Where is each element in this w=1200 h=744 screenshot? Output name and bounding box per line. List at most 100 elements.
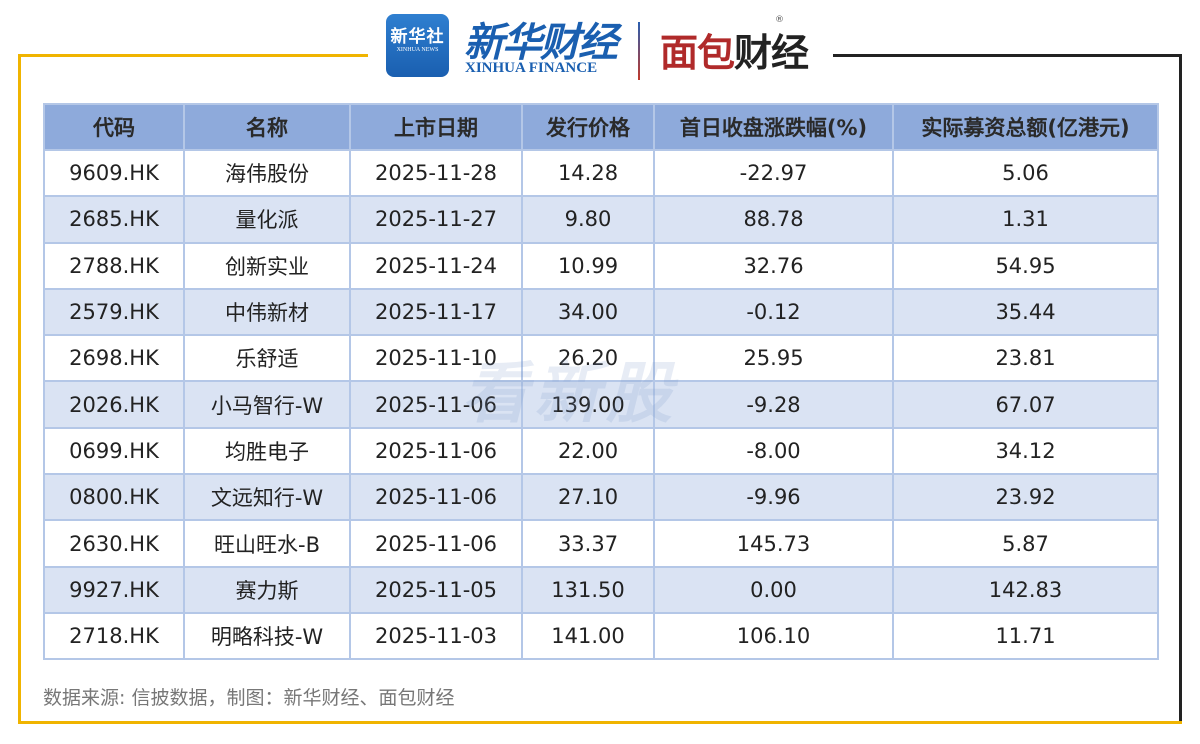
table-cell: 赛力斯 [183, 565, 351, 614]
frame-left-line [18, 55, 21, 724]
table-cell: 2025-11-10 [349, 334, 523, 383]
xinhua-finance-logo-en: XINHUA FINANCE [465, 60, 598, 76]
table-cell: 量化派 [183, 195, 351, 244]
source-note: 数据来源: 信披数据，制图：新华财经、面包财经 [43, 687, 455, 709]
table-cell: 26.20 [521, 334, 655, 383]
table-cell: 5.87 [892, 519, 1159, 568]
table-cell: 25.95 [653, 334, 894, 383]
table-cell: -0.12 [653, 287, 894, 337]
xinhua-news-logo-cn: 新华社 [390, 27, 445, 47]
mianbao-logo-red: 面包 [660, 31, 735, 75]
table-cell: 2788.HK [43, 241, 185, 290]
xinhua-news-logo-en: XINHUA NEWS [396, 47, 439, 53]
table-cell: 33.37 [521, 519, 655, 568]
table-cell: 2025-11-28 [349, 148, 523, 198]
table-cell: 22.00 [521, 426, 655, 476]
table-cell: 23.92 [892, 473, 1159, 522]
column-header: 首日收盘涨跌幅(%) [653, 103, 894, 151]
xinhua-finance-logo-cn: 新华财经 [464, 19, 618, 66]
table-cell: 142.83 [892, 565, 1159, 614]
table-row: 2630.HK 旺山旺水-B 2025-11-06 33.37 145.73 5.87 [43, 519, 1159, 568]
table-cell: 11.71 [892, 611, 1159, 661]
table-cell: 139.00 [521, 380, 655, 429]
logo-divider [638, 22, 640, 80]
column-header: 上市日期 [349, 103, 523, 151]
table-cell: -22.97 [653, 148, 894, 198]
registered-mark: ® [775, 15, 784, 25]
table-cell: 海伟股份 [183, 148, 351, 198]
mianbao-logo-black: 财经 [734, 31, 809, 75]
table-cell: 141.00 [521, 611, 655, 661]
table-cell: 35.44 [892, 287, 1159, 337]
table-cell: 旺山旺水-B [183, 519, 351, 568]
table-row: 2579.HK 中伟新材 2025-11-17 34.00 -0.12 35.44 [43, 287, 1159, 337]
table-cell: 2718.HK [43, 611, 185, 661]
table-cell: 27.10 [521, 473, 655, 522]
table-cell: 2685.HK [43, 195, 185, 244]
table-row: 2685.HK 量化派 2025-11-27 9.80 88.78 1.31 [43, 195, 1159, 244]
table-cell: 均胜电子 [183, 426, 351, 476]
table-cell: 2025-11-17 [349, 287, 523, 337]
table-cell: 2698.HK [43, 334, 185, 383]
table-cell: 中伟新材 [183, 287, 351, 337]
table-cell: 5.06 [892, 148, 1159, 198]
table-row: 0800.HK 文远知行-W 2025-11-06 27.10 -9.96 23.92 [43, 473, 1159, 522]
table-cell: 2026.HK [43, 380, 185, 429]
table-cell: 2025-11-05 [349, 565, 523, 614]
table-row: 2718.HK 明略科技-W 2025-11-03 141.00 106.10 11.71 [43, 611, 1159, 661]
table-cell: 88.78 [653, 195, 894, 244]
table-cell: 创新实业 [183, 241, 351, 290]
table-cell: 9.80 [521, 195, 655, 244]
table-cell: 2630.HK [43, 519, 185, 568]
table-cell: 2025-11-27 [349, 195, 523, 244]
table-cell: 1.31 [892, 195, 1159, 244]
table-cell: 2025-11-06 [349, 380, 523, 429]
table-cell: 明略科技-W [183, 611, 351, 661]
table-cell: -9.96 [653, 473, 894, 522]
table-cell: 9609.HK [43, 148, 185, 198]
mianbao-finance-logo: 面包财经 [660, 22, 809, 77]
table-header-row: 代码 名称 上市日期 发行价格 首日收盘涨跌幅(%) 实际募资总额(亿港元) [43, 103, 1159, 151]
table-row: 9927.HK 赛力斯 2025-11-05 131.50 0.00 142.83 [43, 565, 1159, 614]
table-cell: 2025-11-03 [349, 611, 523, 661]
table-cell: 67.07 [892, 380, 1159, 429]
column-header: 实际募资总额(亿港元) [892, 103, 1159, 151]
ipo-table: 代码 名称 上市日期 发行价格 首日收盘涨跌幅(%) 实际募资总额(亿港元) 9609.H… [43, 103, 1159, 661]
table-cell: 乐舒适 [183, 334, 351, 383]
frame-bottom-line [18, 721, 1182, 724]
table-cell: 2579.HK [43, 287, 185, 337]
table-cell: 0.00 [653, 565, 894, 614]
table-cell: 23.81 [892, 334, 1159, 383]
table-cell: -8.00 [653, 426, 894, 476]
table-cell: 2025-11-24 [349, 241, 523, 290]
table-cell: 0800.HK [43, 473, 185, 522]
table-cell: 2025-11-06 [349, 519, 523, 568]
table-cell: 54.95 [892, 241, 1159, 290]
table-cell: 9927.HK [43, 565, 185, 614]
frame-right-line [1179, 54, 1182, 724]
table-cell: 34.00 [521, 287, 655, 337]
table-cell: 小马智行-W [183, 380, 351, 429]
table-cell: 131.50 [521, 565, 655, 614]
table-cell: 32.76 [653, 241, 894, 290]
table-cell: -9.28 [653, 380, 894, 429]
table-cell: 0699.HK [43, 426, 185, 476]
table-cell: 2025-11-06 [349, 426, 523, 476]
frame-top-left-line [18, 54, 368, 57]
table-cell: 文远知行-W [183, 473, 351, 522]
table-cell: 14.28 [521, 148, 655, 198]
table-cell: 10.99 [521, 241, 655, 290]
xinhua-news-logo: 新华社 XINHUA NEWS [386, 14, 449, 77]
table-row: 0699.HK 均胜电子 2025-11-06 22.00 -8.00 34.12 [43, 426, 1159, 476]
table-row: 9609.HK 海伟股份 2025-11-28 14.28 -22.97 5.06 [43, 148, 1159, 198]
column-header: 发行价格 [521, 103, 655, 151]
table-row: 2698.HK 乐舒适 2025-11-10 26.20 25.95 23.81 [43, 334, 1159, 383]
table-cell: 145.73 [653, 519, 894, 568]
table-cell: 34.12 [892, 426, 1159, 476]
column-header: 代码 [43, 103, 185, 151]
table-cell: 2025-11-06 [349, 473, 523, 522]
table-cell: 106.10 [653, 611, 894, 661]
table-row: 2788.HK 创新实业 2025-11-24 10.99 32.76 54.95 [43, 241, 1159, 290]
table-row: 2026.HK 小马智行-W 2025-11-06 139.00 -9.28 67.07 [43, 380, 1159, 429]
frame-top-right-line [833, 54, 1182, 57]
